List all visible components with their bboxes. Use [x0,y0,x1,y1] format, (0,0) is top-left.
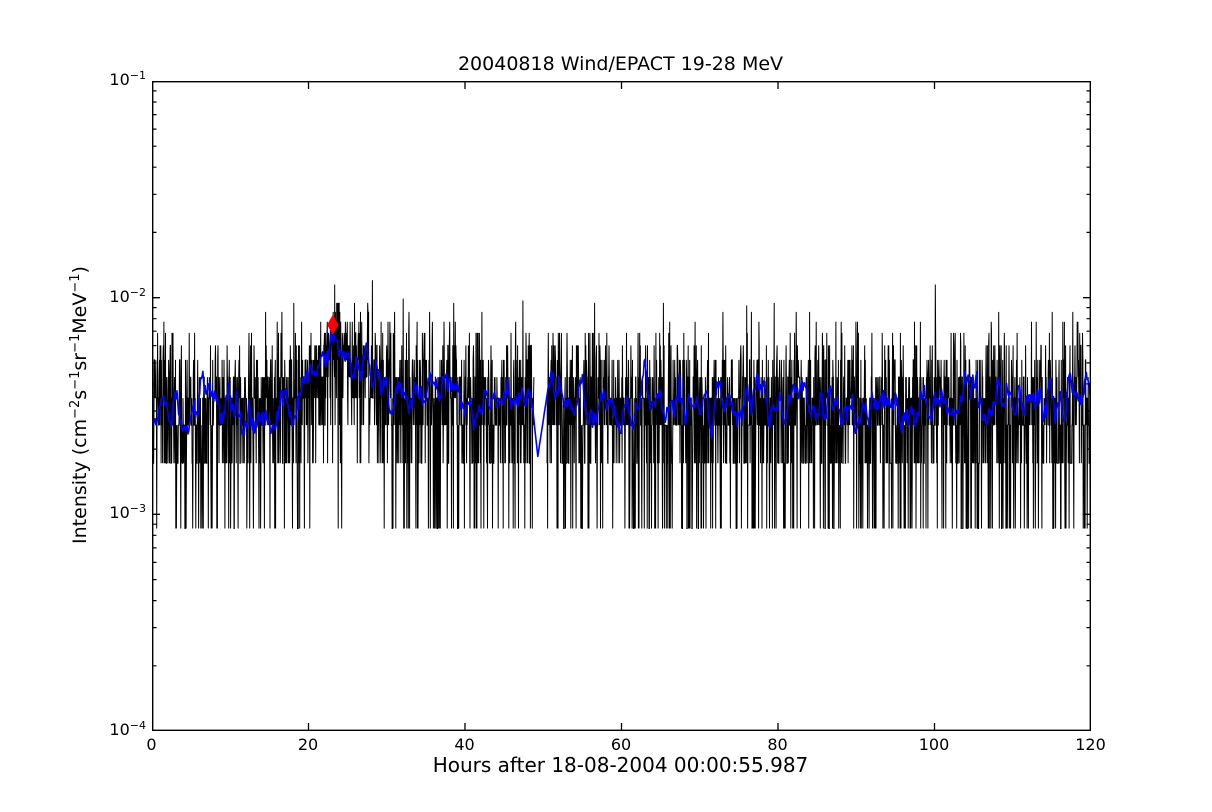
y-label-text: s [69,389,91,400]
chart-canvas [151,81,1091,731]
smoothed-intensity-series [151,331,1091,458]
plot-area [151,81,1091,731]
raw-intensity-series [151,280,1091,529]
chart-title: 20040818 Wind/EPACT 19-28 MeV [457,53,784,75]
axis-major-ticks [151,81,1091,731]
x-tick-label: 80 [767,735,788,754]
y-tick-label: 10−1 [109,69,146,89]
y-label-exponent: −2 [68,399,83,419]
axis-minor-ticks [151,90,1091,667]
x-tick-label: 20 [297,735,319,754]
x-tick-label: 100 [918,735,950,754]
x-tick-label: 60 [610,735,632,754]
y-label-exponent: −1 [68,333,83,353]
axes-spines [151,81,1091,731]
y-tick-label: 10−4 [109,719,146,739]
x-tick-label: 0 [146,735,157,754]
y-tick-label: 10−2 [109,285,146,306]
x-tick-label: 120 [1075,735,1106,754]
y-label-text: sr [69,352,91,371]
x-axis-label: Hours after 18-08-2004 00:00:55.987 [432,753,809,777]
x-tick-label: 40 [454,735,475,754]
y-label-exponent: −1 [68,370,83,390]
event-onset-marker [326,314,338,335]
y-tick-label: 10−3 [109,502,146,523]
